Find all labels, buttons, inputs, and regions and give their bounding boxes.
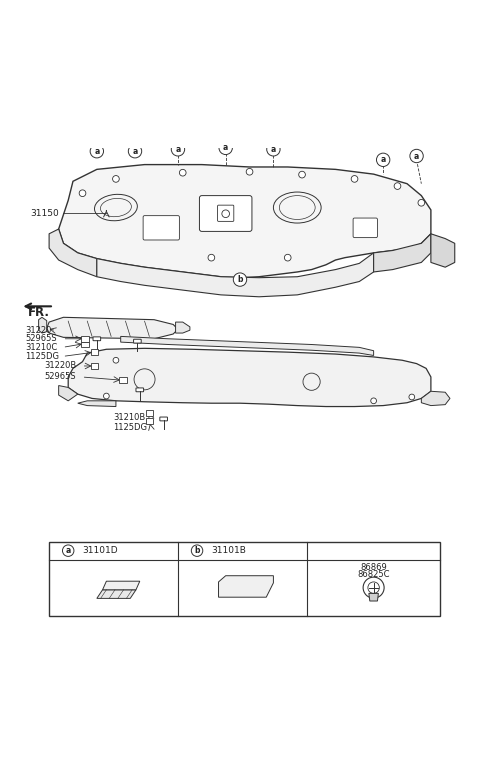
Circle shape	[171, 143, 185, 156]
Polygon shape	[78, 401, 116, 407]
Text: 52965S: 52965S	[25, 334, 57, 343]
Text: 1125DG: 1125DG	[114, 423, 147, 431]
Polygon shape	[103, 581, 140, 590]
Text: 31101D: 31101D	[83, 547, 118, 555]
Text: a: a	[175, 145, 180, 154]
Text: a: a	[132, 147, 138, 155]
Polygon shape	[431, 233, 455, 267]
Text: b: b	[194, 547, 200, 555]
Bar	[119, 377, 127, 383]
Text: 31210C: 31210C	[25, 343, 58, 352]
Circle shape	[180, 169, 186, 176]
Circle shape	[284, 254, 291, 261]
Circle shape	[409, 394, 415, 400]
Polygon shape	[97, 253, 373, 297]
FancyBboxPatch shape	[353, 218, 377, 237]
Circle shape	[90, 145, 104, 158]
Circle shape	[219, 141, 232, 155]
FancyBboxPatch shape	[136, 388, 144, 392]
FancyBboxPatch shape	[217, 205, 234, 221]
Text: b: b	[237, 275, 243, 284]
Polygon shape	[373, 233, 431, 272]
Text: 31150: 31150	[30, 209, 59, 218]
Polygon shape	[176, 322, 190, 333]
Polygon shape	[49, 229, 97, 277]
Circle shape	[246, 169, 253, 175]
Text: FR.: FR.	[28, 306, 49, 319]
Bar	[49, 542, 441, 615]
FancyBboxPatch shape	[160, 417, 168, 421]
Text: 31101B: 31101B	[211, 547, 246, 555]
Circle shape	[222, 210, 229, 217]
Text: a: a	[414, 152, 419, 161]
Bar	[91, 349, 98, 355]
Text: 31220B: 31220B	[44, 362, 77, 370]
Polygon shape	[68, 349, 431, 407]
Bar	[145, 418, 153, 424]
Circle shape	[351, 175, 358, 182]
Bar	[91, 363, 98, 369]
Bar	[145, 410, 153, 416]
Text: a: a	[66, 547, 71, 555]
Circle shape	[104, 393, 109, 399]
Polygon shape	[120, 336, 373, 356]
Polygon shape	[97, 590, 136, 598]
Polygon shape	[59, 386, 78, 401]
Text: a: a	[271, 145, 276, 154]
Text: 31220: 31220	[25, 326, 52, 335]
Circle shape	[208, 254, 215, 261]
Polygon shape	[421, 391, 450, 406]
Text: 86869: 86869	[360, 563, 387, 572]
Text: 1125DG: 1125DG	[25, 352, 59, 361]
Bar	[81, 336, 89, 342]
Circle shape	[62, 545, 74, 557]
Circle shape	[113, 357, 119, 363]
FancyBboxPatch shape	[93, 337, 101, 341]
Circle shape	[113, 175, 119, 182]
Text: a: a	[94, 147, 99, 155]
Circle shape	[371, 398, 376, 404]
FancyBboxPatch shape	[199, 196, 252, 231]
Circle shape	[394, 182, 401, 189]
Polygon shape	[59, 165, 431, 278]
Circle shape	[233, 273, 247, 286]
Text: a: a	[223, 143, 228, 152]
FancyBboxPatch shape	[133, 339, 141, 343]
Circle shape	[376, 153, 390, 166]
Circle shape	[128, 145, 142, 158]
Circle shape	[267, 143, 280, 156]
Circle shape	[79, 190, 86, 196]
Circle shape	[363, 577, 384, 598]
Circle shape	[410, 149, 423, 162]
Circle shape	[192, 545, 203, 557]
Text: 52965S: 52965S	[44, 373, 76, 381]
Circle shape	[418, 199, 425, 206]
Polygon shape	[369, 594, 378, 601]
Circle shape	[299, 172, 305, 178]
Polygon shape	[47, 317, 178, 339]
Text: a: a	[381, 155, 386, 165]
Bar	[81, 342, 89, 347]
FancyBboxPatch shape	[143, 216, 180, 240]
Text: 31210B: 31210B	[114, 413, 146, 422]
Polygon shape	[38, 317, 47, 333]
Text: 86825C: 86825C	[358, 570, 390, 579]
Polygon shape	[218, 576, 274, 598]
